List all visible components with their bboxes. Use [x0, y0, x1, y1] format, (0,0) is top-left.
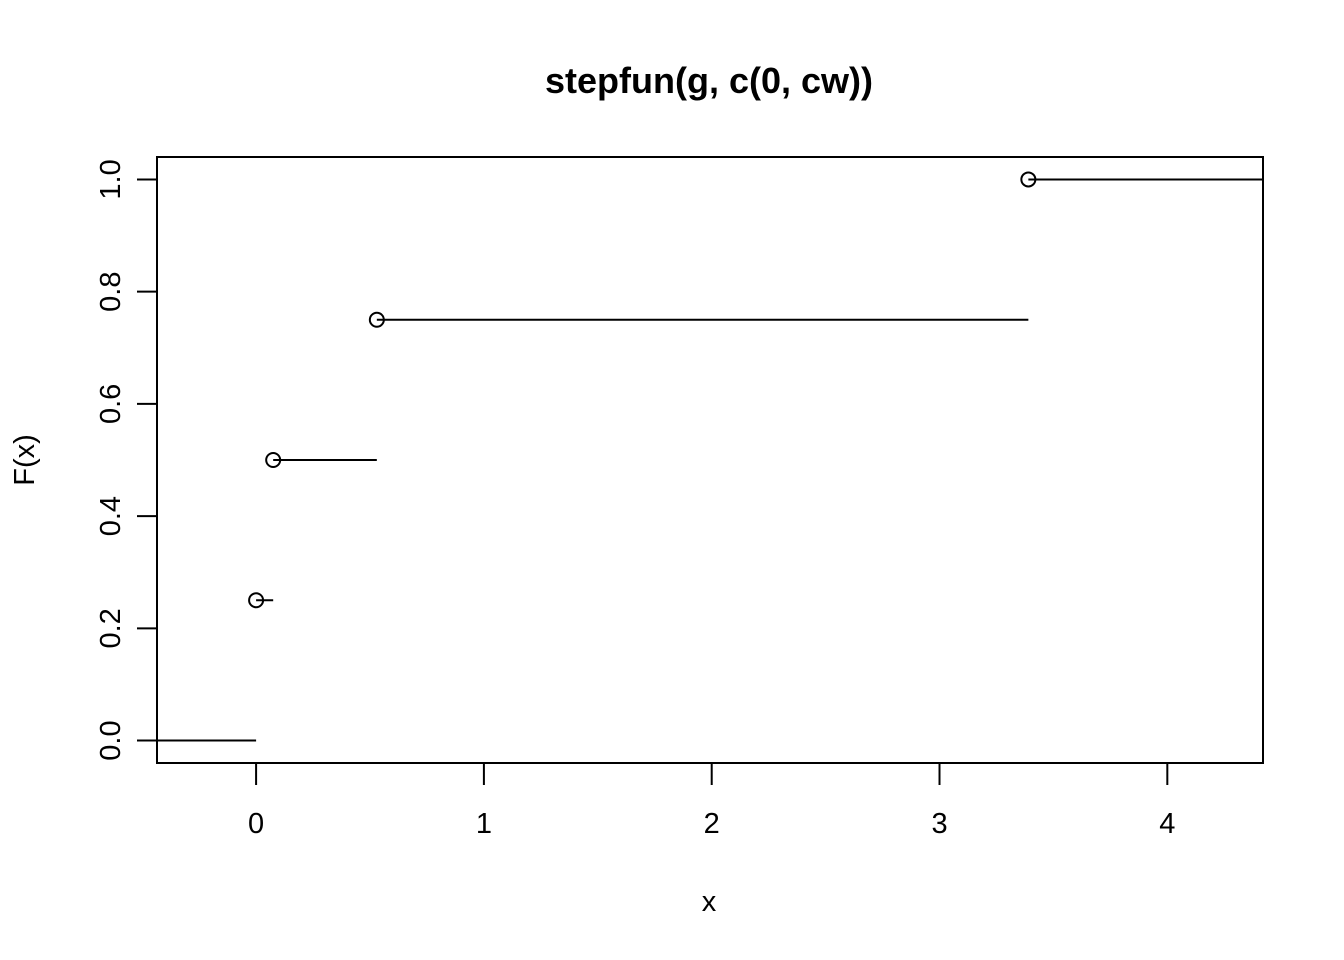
step-point [1020, 171, 1037, 188]
x-tick-label: 4 [1159, 808, 1175, 840]
x-tick-label: 2 [704, 808, 720, 840]
y-tick-label: 0.6 [95, 384, 127, 424]
y-tick-label: 1.0 [95, 159, 127, 199]
y-tick-label: 0.0 [95, 720, 127, 760]
chart-title: stepfun(g, c(0, cw)) [545, 60, 873, 101]
x-tick-label: 3 [931, 808, 947, 840]
step-point [248, 592, 265, 609]
x-axis: 0 1 2 3 4 [248, 762, 1175, 840]
x-tick-label: 0 [248, 808, 264, 840]
y-tick-label: 0.2 [95, 608, 127, 648]
x-tick-label: 1 [476, 808, 492, 840]
x-axis-label: x [702, 886, 717, 918]
y-tick-label: 0.8 [95, 272, 127, 312]
y-tick-label: 0.4 [95, 496, 127, 536]
step-point [368, 311, 385, 328]
step-point [265, 452, 282, 468]
y-axis: 0.0 0.2 0.4 0.6 0.8 1.0 [95, 159, 158, 761]
step-series [157, 171, 1263, 742]
y-axis-label: F(x) [9, 434, 41, 486]
